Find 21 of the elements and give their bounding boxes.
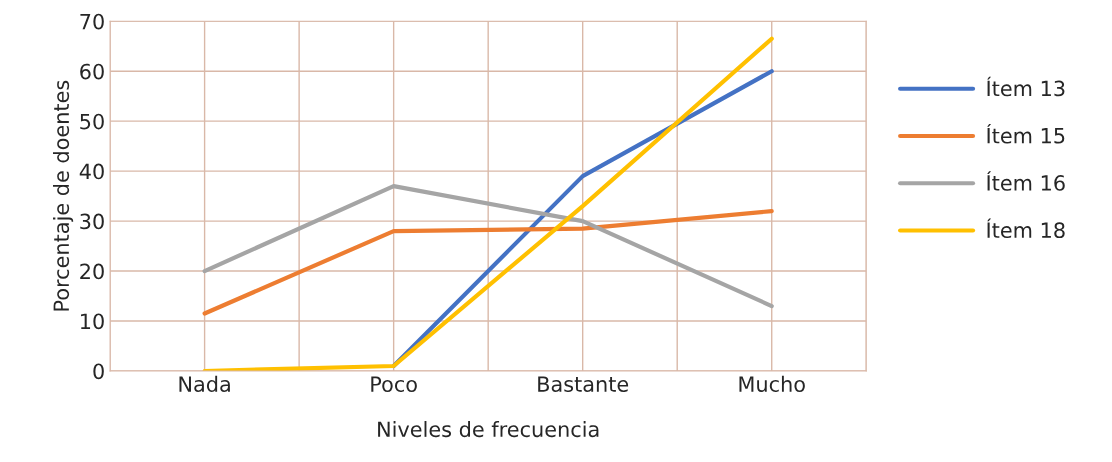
y-tick-label: 60	[80, 63, 104, 80]
legend-label: Ítem 18	[987, 218, 1065, 239]
y-tick-label: 70	[80, 13, 104, 30]
y-tick-label: 20	[80, 263, 104, 280]
x-tick-label: Poco	[371, 376, 417, 392]
y-axis-title: Porcentaje de doentes	[53, 80, 74, 311]
x-tick-label: Nada	[179, 375, 230, 392]
line-series	[202, 36, 774, 371]
y-tick-label: 30	[80, 213, 104, 230]
y-tick-label: 10	[81, 313, 104, 330]
line-series	[202, 209, 774, 316]
x-tick-label: Mucho	[739, 375, 805, 392]
line-series	[202, 184, 774, 309]
x-axis-title: Niveles de frecuencia	[378, 421, 599, 438]
y-tick-label: 50	[80, 113, 104, 130]
x-tick-label: Bastante	[538, 376, 629, 392]
legend-label: Ítem 13	[987, 76, 1065, 97]
legend-label: Ítem 16	[987, 171, 1065, 191]
legend-label: Ítem 15	[987, 124, 1065, 144]
y-tick-label: 0	[93, 363, 104, 380]
y-tick-label: 40	[79, 163, 104, 180]
